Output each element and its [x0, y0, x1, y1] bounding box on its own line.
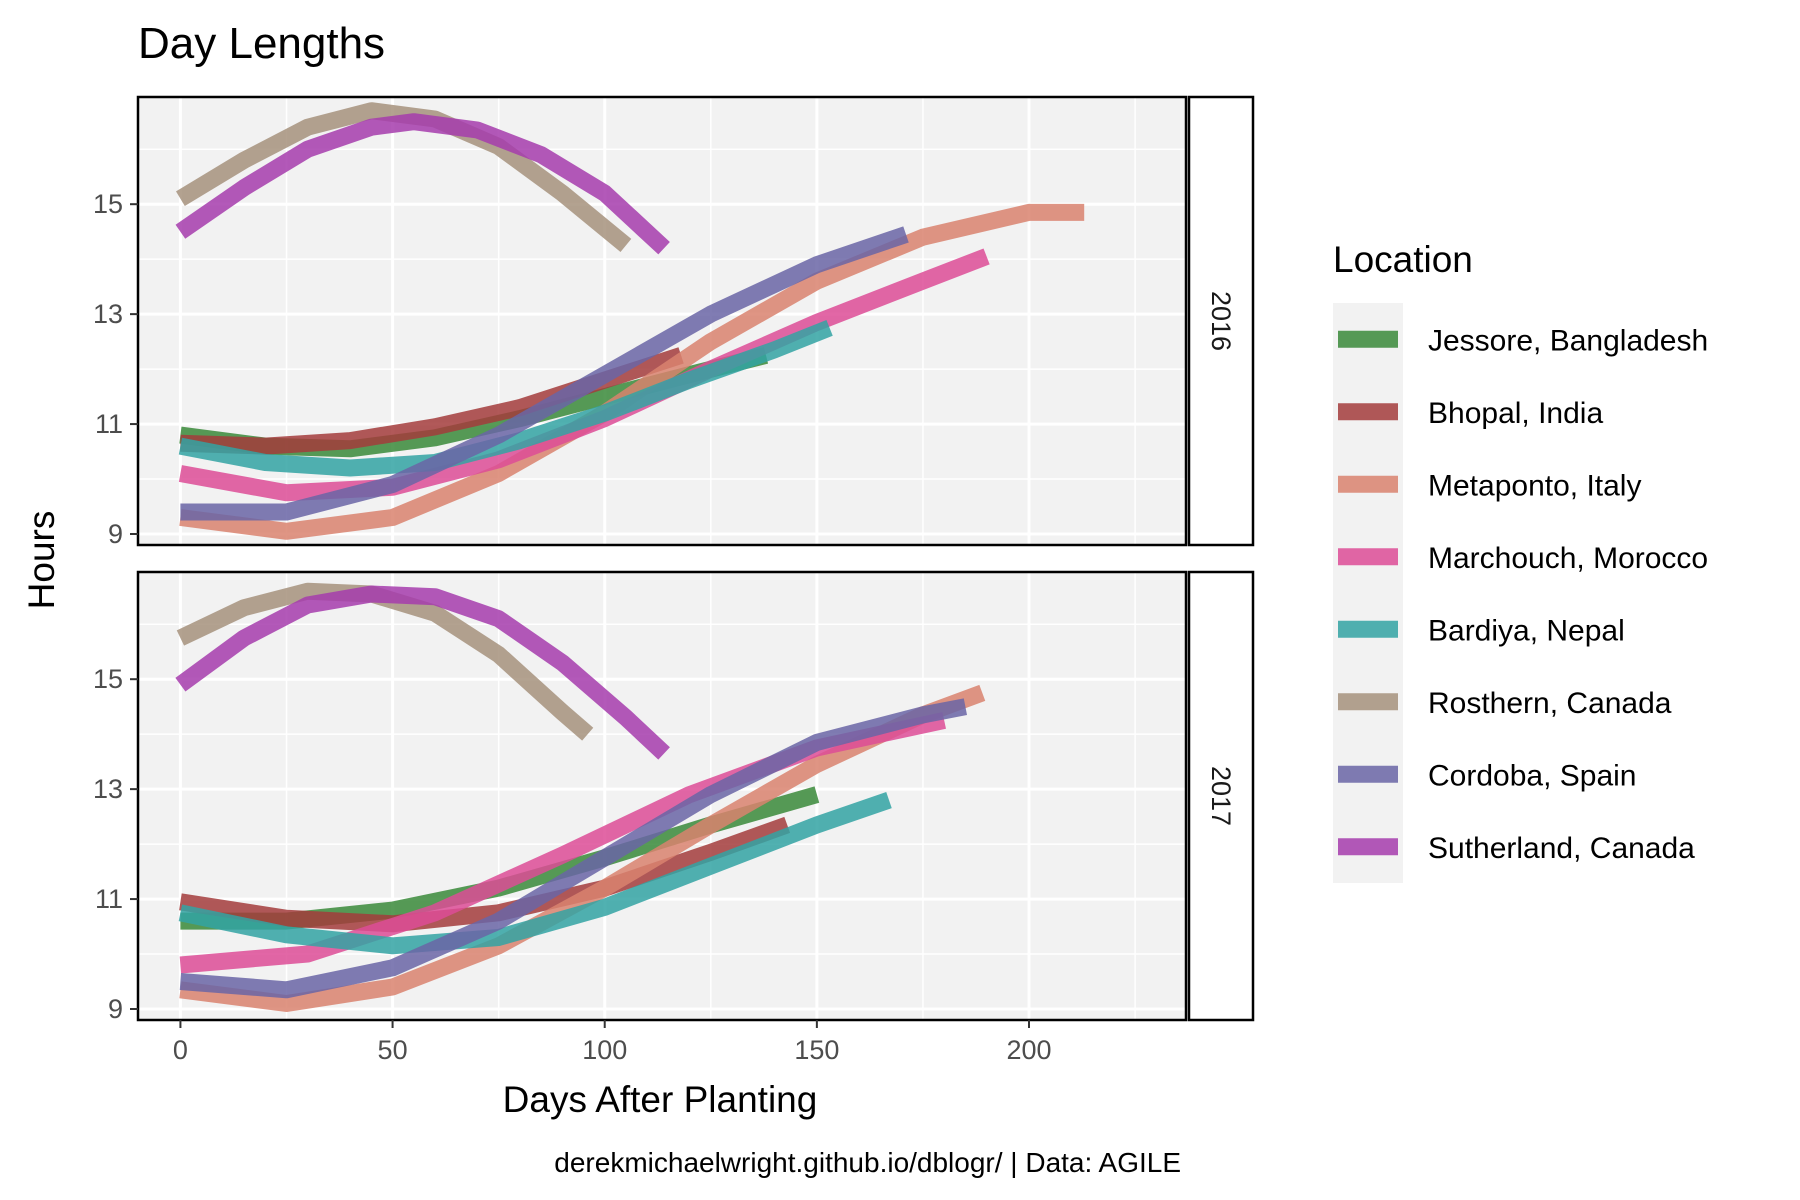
- x-tick-label: 0: [173, 1035, 188, 1065]
- chart-title: Day Lengths: [138, 19, 385, 68]
- series-line-cordoba-spain-2016: [180, 226, 909, 521]
- y-tick-label: 13: [93, 299, 123, 329]
- facet-label-2016: 2016: [1206, 291, 1236, 351]
- legend-label: Jessore, Bangladesh: [1428, 324, 1708, 357]
- y-axis-title: Hours: [21, 511, 62, 610]
- y-tick-label: 9: [108, 994, 123, 1024]
- legend-item-cordoba-spain: Cordoba, Spain: [1338, 759, 1636, 792]
- y-tick-label: 9: [108, 519, 123, 549]
- chart-caption: derekmichaelwright.github.io/dblogr/ | D…: [554, 1147, 1181, 1178]
- legend-label: Bardiya, Nepal: [1428, 614, 1625, 647]
- facet-label-2017: 2017: [1206, 766, 1236, 826]
- y-tick-label: 15: [93, 664, 123, 694]
- y-tick-label: 11: [95, 884, 123, 914]
- legend-title: Location: [1333, 239, 1473, 280]
- facet-strip: [1187, 95, 1255, 547]
- series-line-metaponto-italy-2016: [179, 203, 1085, 540]
- x-tick-label: 200: [1006, 1035, 1051, 1065]
- x-tick-label: 150: [794, 1035, 839, 1065]
- x-tick-label: 50: [378, 1035, 408, 1065]
- legend-item-metaponto-italy: Metaponto, Italy: [1338, 469, 1641, 502]
- legend-label: Bhopal, India: [1428, 397, 1603, 430]
- y-tick-label: 13: [93, 774, 123, 804]
- series-line-sutherland-canada-2017: [175, 585, 670, 760]
- series-line-bardiya-nepal-2016: [178, 320, 833, 477]
- legend-label: Cordoba, Spain: [1428, 759, 1636, 792]
- legend-label: Metaponto, Italy: [1428, 469, 1641, 502]
- legend-item-marchouch-morocco: Marchouch, Morocco: [1338, 542, 1708, 575]
- legend-label: Marchouch, Morocco: [1428, 542, 1708, 575]
- series-line-cordoba-spain-2017: [179, 698, 968, 999]
- series-line-bardiya-nepal-2017: [178, 792, 892, 955]
- legend-item-rosthern-canada: Rosthern, Canada: [1338, 687, 1672, 720]
- facet-strip: [1187, 570, 1255, 1022]
- legend-key-background: [1333, 303, 1403, 883]
- legend-item-bardiya-nepal: Bardiya, Nepal: [1338, 614, 1625, 647]
- panel-2017: 9 11 13 15 2017 0 50 100 150 200: [93, 570, 1255, 1065]
- panels: 9 11 13 15 2016 9 11 13 15 2017 0 50 100 150 200: [93, 95, 1255, 1065]
- x-tick-label: 100: [582, 1035, 627, 1065]
- legend-item-bhopal-india: Bhopal, India: [1338, 397, 1603, 430]
- series-line-sutherland-canada-2016: [175, 113, 670, 255]
- legend-label: Sutherland, Canada: [1428, 832, 1695, 865]
- legend-item-jessore-bangladesh: Jessore, Bangladesh: [1338, 324, 1708, 357]
- panel-border: [136, 570, 1188, 1022]
- legend-item-sutherland-canada: Sutherland, Canada: [1338, 832, 1695, 865]
- panel-border: [136, 95, 1188, 547]
- legend: Location Jessore, Bangladesh Bhopal, India…: [1333, 239, 1708, 883]
- x-axis-title: Days After Planting: [503, 1079, 818, 1120]
- y-tick-label: 15: [93, 189, 123, 219]
- legend-label: Rosthern, Canada: [1428, 687, 1672, 720]
- y-tick-label: 11: [95, 409, 123, 439]
- panel-2016: 9 11 13 15 2016: [93, 95, 1255, 549]
